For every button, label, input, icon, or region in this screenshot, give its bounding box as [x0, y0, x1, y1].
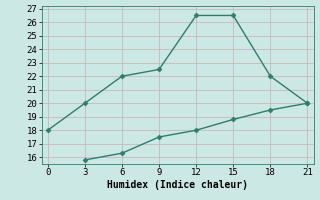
X-axis label: Humidex (Indice chaleur): Humidex (Indice chaleur)	[107, 180, 248, 190]
